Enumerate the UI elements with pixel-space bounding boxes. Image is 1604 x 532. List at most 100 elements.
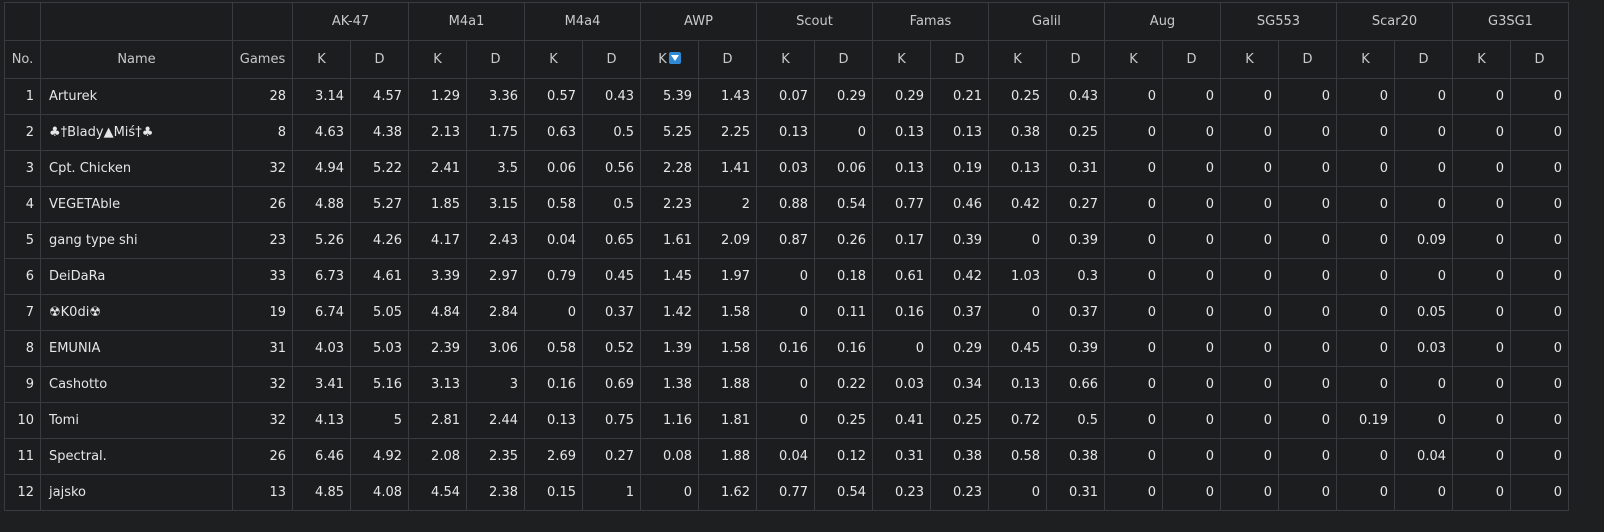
- stat-cell: 0: [1452, 78, 1511, 115]
- header-scout-d[interactable]: D: [814, 40, 873, 79]
- header-famas-d-label: D: [954, 52, 965, 67]
- stat-cell: 4.94: [292, 150, 351, 187]
- stat-cell: 4.38: [350, 114, 409, 151]
- weapon-stats-table: AK-47 M4a1 M4a4 AWP Scout Famas Galil Aug SG553 S…: [4, 2, 1569, 511]
- stat-cell: 0.87: [756, 222, 815, 259]
- stat-cell: 0: [1336, 366, 1395, 403]
- stat-cell: 0: [1162, 150, 1221, 187]
- table-row: 4 VEGETAble 26 4.88 5.27 1.85 3.15 0.58 0.5 2.23 2…: [4, 186, 1569, 223]
- stat-cell: 0: [1104, 366, 1163, 403]
- header-galil-d[interactable]: D: [1046, 40, 1105, 79]
- header-aug-d-label: D: [1186, 52, 1197, 67]
- stat-cell: 2: [698, 186, 757, 223]
- stat-cell: 1.62: [698, 474, 757, 511]
- stat-cell: 4.92: [350, 438, 409, 475]
- stat-cell: 0: [1510, 258, 1569, 295]
- header-m4a1-d[interactable]: D: [466, 40, 525, 79]
- stat-cell: 0: [1336, 78, 1395, 115]
- stat-cell: 0.57: [524, 78, 583, 115]
- stat-cell: 2.39: [408, 330, 467, 367]
- stat-cell: 0.61: [872, 258, 931, 295]
- weapon-header-aug: Aug: [1104, 2, 1221, 41]
- header-scout-k-label: K: [781, 52, 790, 67]
- stat-cell: 0.42: [988, 186, 1047, 223]
- stat-cell: 0.54: [814, 186, 873, 223]
- stat-cell: 0: [1452, 330, 1511, 367]
- header-m4a4-k[interactable]: K: [524, 40, 583, 79]
- stat-cell: 0.29: [872, 78, 931, 115]
- stat-cell: 2.97: [466, 258, 525, 295]
- stat-cell: 4.54: [408, 474, 467, 511]
- stat-cell: 0.04: [1394, 438, 1453, 475]
- stat-cell: 1.81: [698, 402, 757, 439]
- stat-cell: 0: [1104, 474, 1163, 511]
- header-g3sg1-k[interactable]: K: [1452, 40, 1511, 79]
- header-aug-d[interactable]: D: [1162, 40, 1221, 79]
- stat-cell: 0.41: [872, 402, 931, 439]
- stat-cell: 0: [1162, 366, 1221, 403]
- header-famas-d[interactable]: D: [930, 40, 989, 79]
- stat-cell: 0: [1452, 258, 1511, 295]
- header-g3sg1-d[interactable]: D: [1510, 40, 1569, 79]
- stat-cell: 0.04: [524, 222, 583, 259]
- header-m4a4-d[interactable]: D: [582, 40, 641, 79]
- stat-cell: 0: [1510, 186, 1569, 223]
- sort-descending-icon[interactable]: [668, 52, 681, 64]
- header-sg553-k[interactable]: K: [1220, 40, 1279, 79]
- stat-cell: 2.25: [698, 114, 757, 151]
- stat-cell: 5.03: [350, 330, 409, 367]
- player-name: Cashotto: [40, 366, 233, 403]
- stat-cell: 0: [1220, 78, 1279, 115]
- stat-cell: 0.03: [872, 366, 931, 403]
- stat-cell: 0: [1220, 222, 1279, 259]
- games-count: 33: [232, 258, 293, 295]
- stat-cell: 0.16: [524, 366, 583, 403]
- stat-cell: 5.25: [640, 114, 699, 151]
- stat-cell: 0: [1336, 114, 1395, 151]
- stat-cell: 0.18: [814, 258, 873, 295]
- stat-cell: 4.08: [350, 474, 409, 511]
- stat-cell: 0: [1394, 78, 1453, 115]
- row-number: 1: [4, 78, 41, 115]
- header-name[interactable]: Name: [40, 40, 233, 79]
- header-m4a1-k[interactable]: K: [408, 40, 467, 79]
- header-scar20-d[interactable]: D: [1394, 40, 1453, 79]
- header-ak-47-k[interactable]: K: [292, 40, 351, 79]
- stat-cell: 0.72: [988, 402, 1047, 439]
- stat-cell: 0.15: [524, 474, 583, 511]
- header-ak-47-d[interactable]: D: [350, 40, 409, 79]
- stat-cell: 0: [1510, 402, 1569, 439]
- stat-cell: 0: [1452, 438, 1511, 475]
- header-scar20-k[interactable]: K: [1336, 40, 1395, 79]
- player-name: EMUNIA: [40, 330, 233, 367]
- header-aug-k[interactable]: K: [1104, 40, 1163, 79]
- stat-cell: 1.58: [698, 330, 757, 367]
- header-sg553-d[interactable]: D: [1278, 40, 1337, 79]
- player-name: Cpt. Chicken: [40, 150, 233, 187]
- header-awp-k[interactable]: K: [640, 40, 699, 79]
- stat-cell: 0.13: [930, 114, 989, 151]
- header-scout-k[interactable]: K: [756, 40, 815, 79]
- header-games[interactable]: Games: [232, 40, 293, 79]
- stat-cell: 0: [1510, 114, 1569, 151]
- header-galil-k[interactable]: K: [988, 40, 1047, 79]
- stat-cell: 0: [1220, 438, 1279, 475]
- stat-cell: 0: [1278, 258, 1337, 295]
- stat-cell: 4.03: [292, 330, 351, 367]
- weapon-header-row: AK-47 M4a1 M4a4 AWP Scout Famas Galil Aug SG553 S…: [4, 2, 1569, 41]
- header-famas-k[interactable]: K: [872, 40, 931, 79]
- stat-cell: 0: [1104, 78, 1163, 115]
- stat-cell: 0.21: [930, 78, 989, 115]
- row-number: 4: [4, 186, 41, 223]
- stat-cell: 0: [1220, 258, 1279, 295]
- stat-cell: 0: [1220, 366, 1279, 403]
- stat-cell: 2.44: [466, 402, 525, 439]
- row-number: 9: [4, 366, 41, 403]
- stat-cell: 0: [1278, 330, 1337, 367]
- games-count: 26: [232, 186, 293, 223]
- header-awp-d[interactable]: D: [698, 40, 757, 79]
- header-no[interactable]: No.: [4, 40, 41, 79]
- table-row: 6 DeiDaRa 33 6.73 4.61 3.39 2.97 0.79 0.45 1.45 1.…: [4, 258, 1569, 295]
- stat-cell: 0: [1278, 402, 1337, 439]
- games-count: 32: [232, 150, 293, 187]
